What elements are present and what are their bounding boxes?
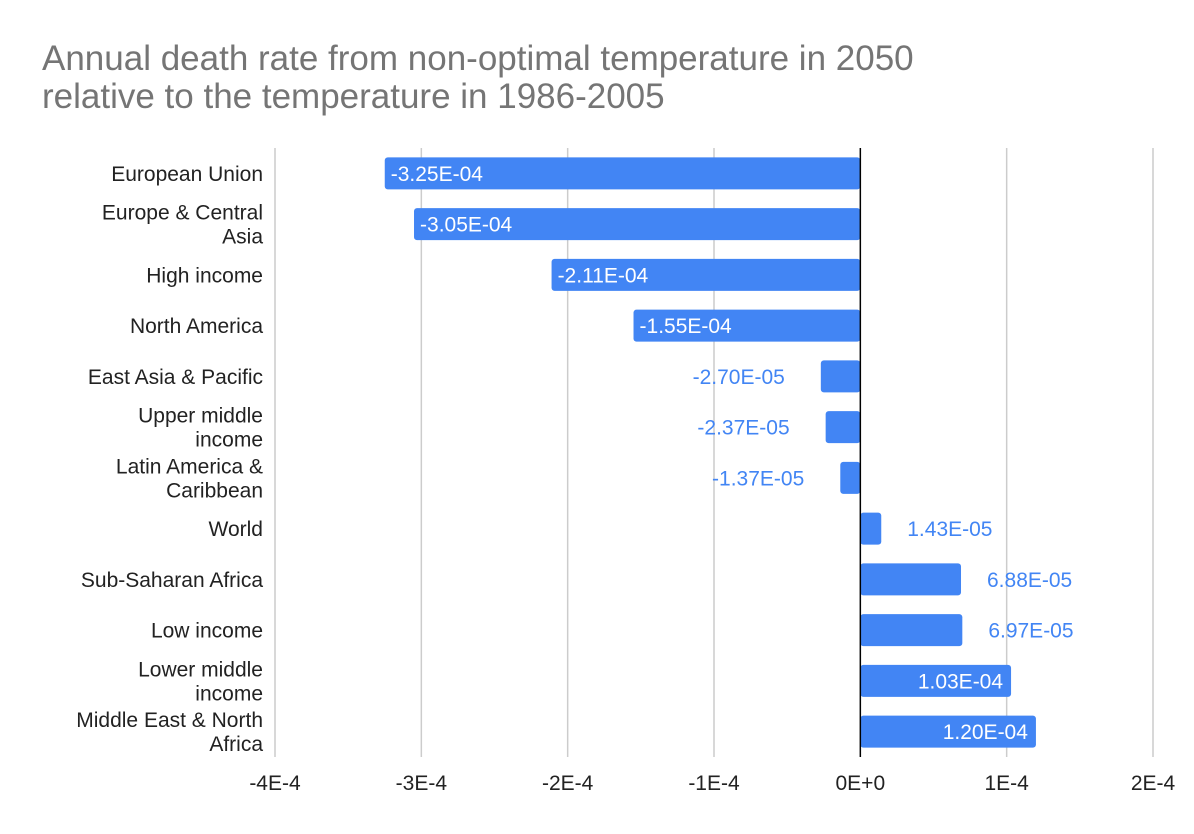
category-label: Europe & Central Asia [102, 202, 263, 249]
bar [384, 157, 861, 190]
bar [860, 715, 1036, 748]
category-label: Low income [151, 620, 263, 643]
category-label: North America [130, 315, 263, 338]
x-axis-tick-labels: -4E-4 -3E-4 -2E-4 -1E-4 0E+0 1E-4 2E-4 [249, 772, 1175, 795]
category-label: World [209, 518, 263, 541]
chart-title-line-1: Annual death rate from non-optimal tempe… [42, 39, 914, 78]
x-tick-label: -3E-4 [396, 772, 448, 795]
data-label: -3.25E-04 [391, 163, 484, 186]
bar [820, 360, 861, 393]
x-tick-label: -1E-4 [688, 772, 740, 795]
category-label-line: Asia [222, 226, 263, 249]
chart-title-line-2: relative to the temperature in 1986-2005 [42, 77, 665, 116]
category-label: Lower middle income [138, 658, 263, 705]
category-label-line: income [195, 429, 263, 452]
data-label: -2.70E-05 [693, 366, 785, 389]
category-label-line: North America [130, 315, 263, 338]
data-label: -2.37E-05 [697, 417, 789, 440]
bar [860, 614, 963, 647]
category-labels: European Union Europe & Central Asia High i… [76, 163, 263, 756]
data-label: -2.11E-04 [558, 264, 649, 287]
bar [825, 411, 861, 444]
category-label-line: European Union [111, 163, 263, 186]
bar [551, 258, 861, 291]
x-tick-label: 1E-4 [984, 772, 1029, 795]
x-tick-label: -4E-4 [249, 772, 301, 795]
category-label-line: Lower middle [138, 658, 263, 681]
category-label-line: Middle East & North [76, 709, 263, 732]
category-label-line: World [209, 518, 263, 541]
data-label: -1.37E-05 [712, 467, 804, 490]
category-label-line: Latin America & [116, 455, 263, 478]
category-label: Upper middle income [138, 405, 263, 452]
category-label: Middle East & North Africa [76, 709, 263, 756]
category-label: Latin America & Caribbean [116, 455, 263, 502]
category-label-line: High income [146, 264, 263, 287]
category-label-line: East Asia & Pacific [88, 366, 263, 389]
category-label-line: Europe & Central [102, 202, 263, 225]
bar [860, 563, 962, 596]
data-label: 1.03E-04 [918, 670, 1004, 693]
category-label-line: Africa [209, 733, 263, 756]
data-label: 6.88E-05 [987, 569, 1072, 592]
x-tick-label: 0E+0 [836, 772, 886, 795]
gridlines [274, 148, 1154, 757]
bar [840, 461, 861, 494]
data-label: 1.43E-05 [907, 518, 992, 541]
data-label: 1.20E-04 [943, 721, 1029, 744]
x-tick-label: 2E-4 [1131, 772, 1176, 795]
bar [414, 208, 861, 241]
bar [633, 309, 861, 342]
data-label: -1.55E-04 [640, 315, 733, 338]
bars [384, 157, 1036, 748]
x-tick-label: -2E-4 [542, 772, 594, 795]
data-label: 6.97E-05 [988, 620, 1073, 643]
category-label-line: Sub-Saharan Africa [81, 569, 263, 592]
bar [860, 512, 882, 545]
category-label-line: Upper middle [138, 405, 263, 428]
category-label-line: income [195, 682, 263, 705]
category-label: East Asia & Pacific [88, 366, 263, 389]
category-label: High income [146, 264, 263, 287]
category-label: Sub-Saharan Africa [81, 569, 263, 592]
category-label-line: Caribbean [166, 479, 263, 502]
bar [860, 664, 1012, 697]
data-label: -3.05E-04 [420, 214, 513, 237]
category-label-line: Low income [151, 620, 263, 643]
category-label: European Union [111, 163, 263, 186]
data-labels: -3.25E-04 -3.05E-04 -2.11E-04 -1.55E-04 -2.7… [391, 163, 1074, 744]
chart-title: Annual death rate from non-optimal tempe… [42, 40, 1142, 116]
